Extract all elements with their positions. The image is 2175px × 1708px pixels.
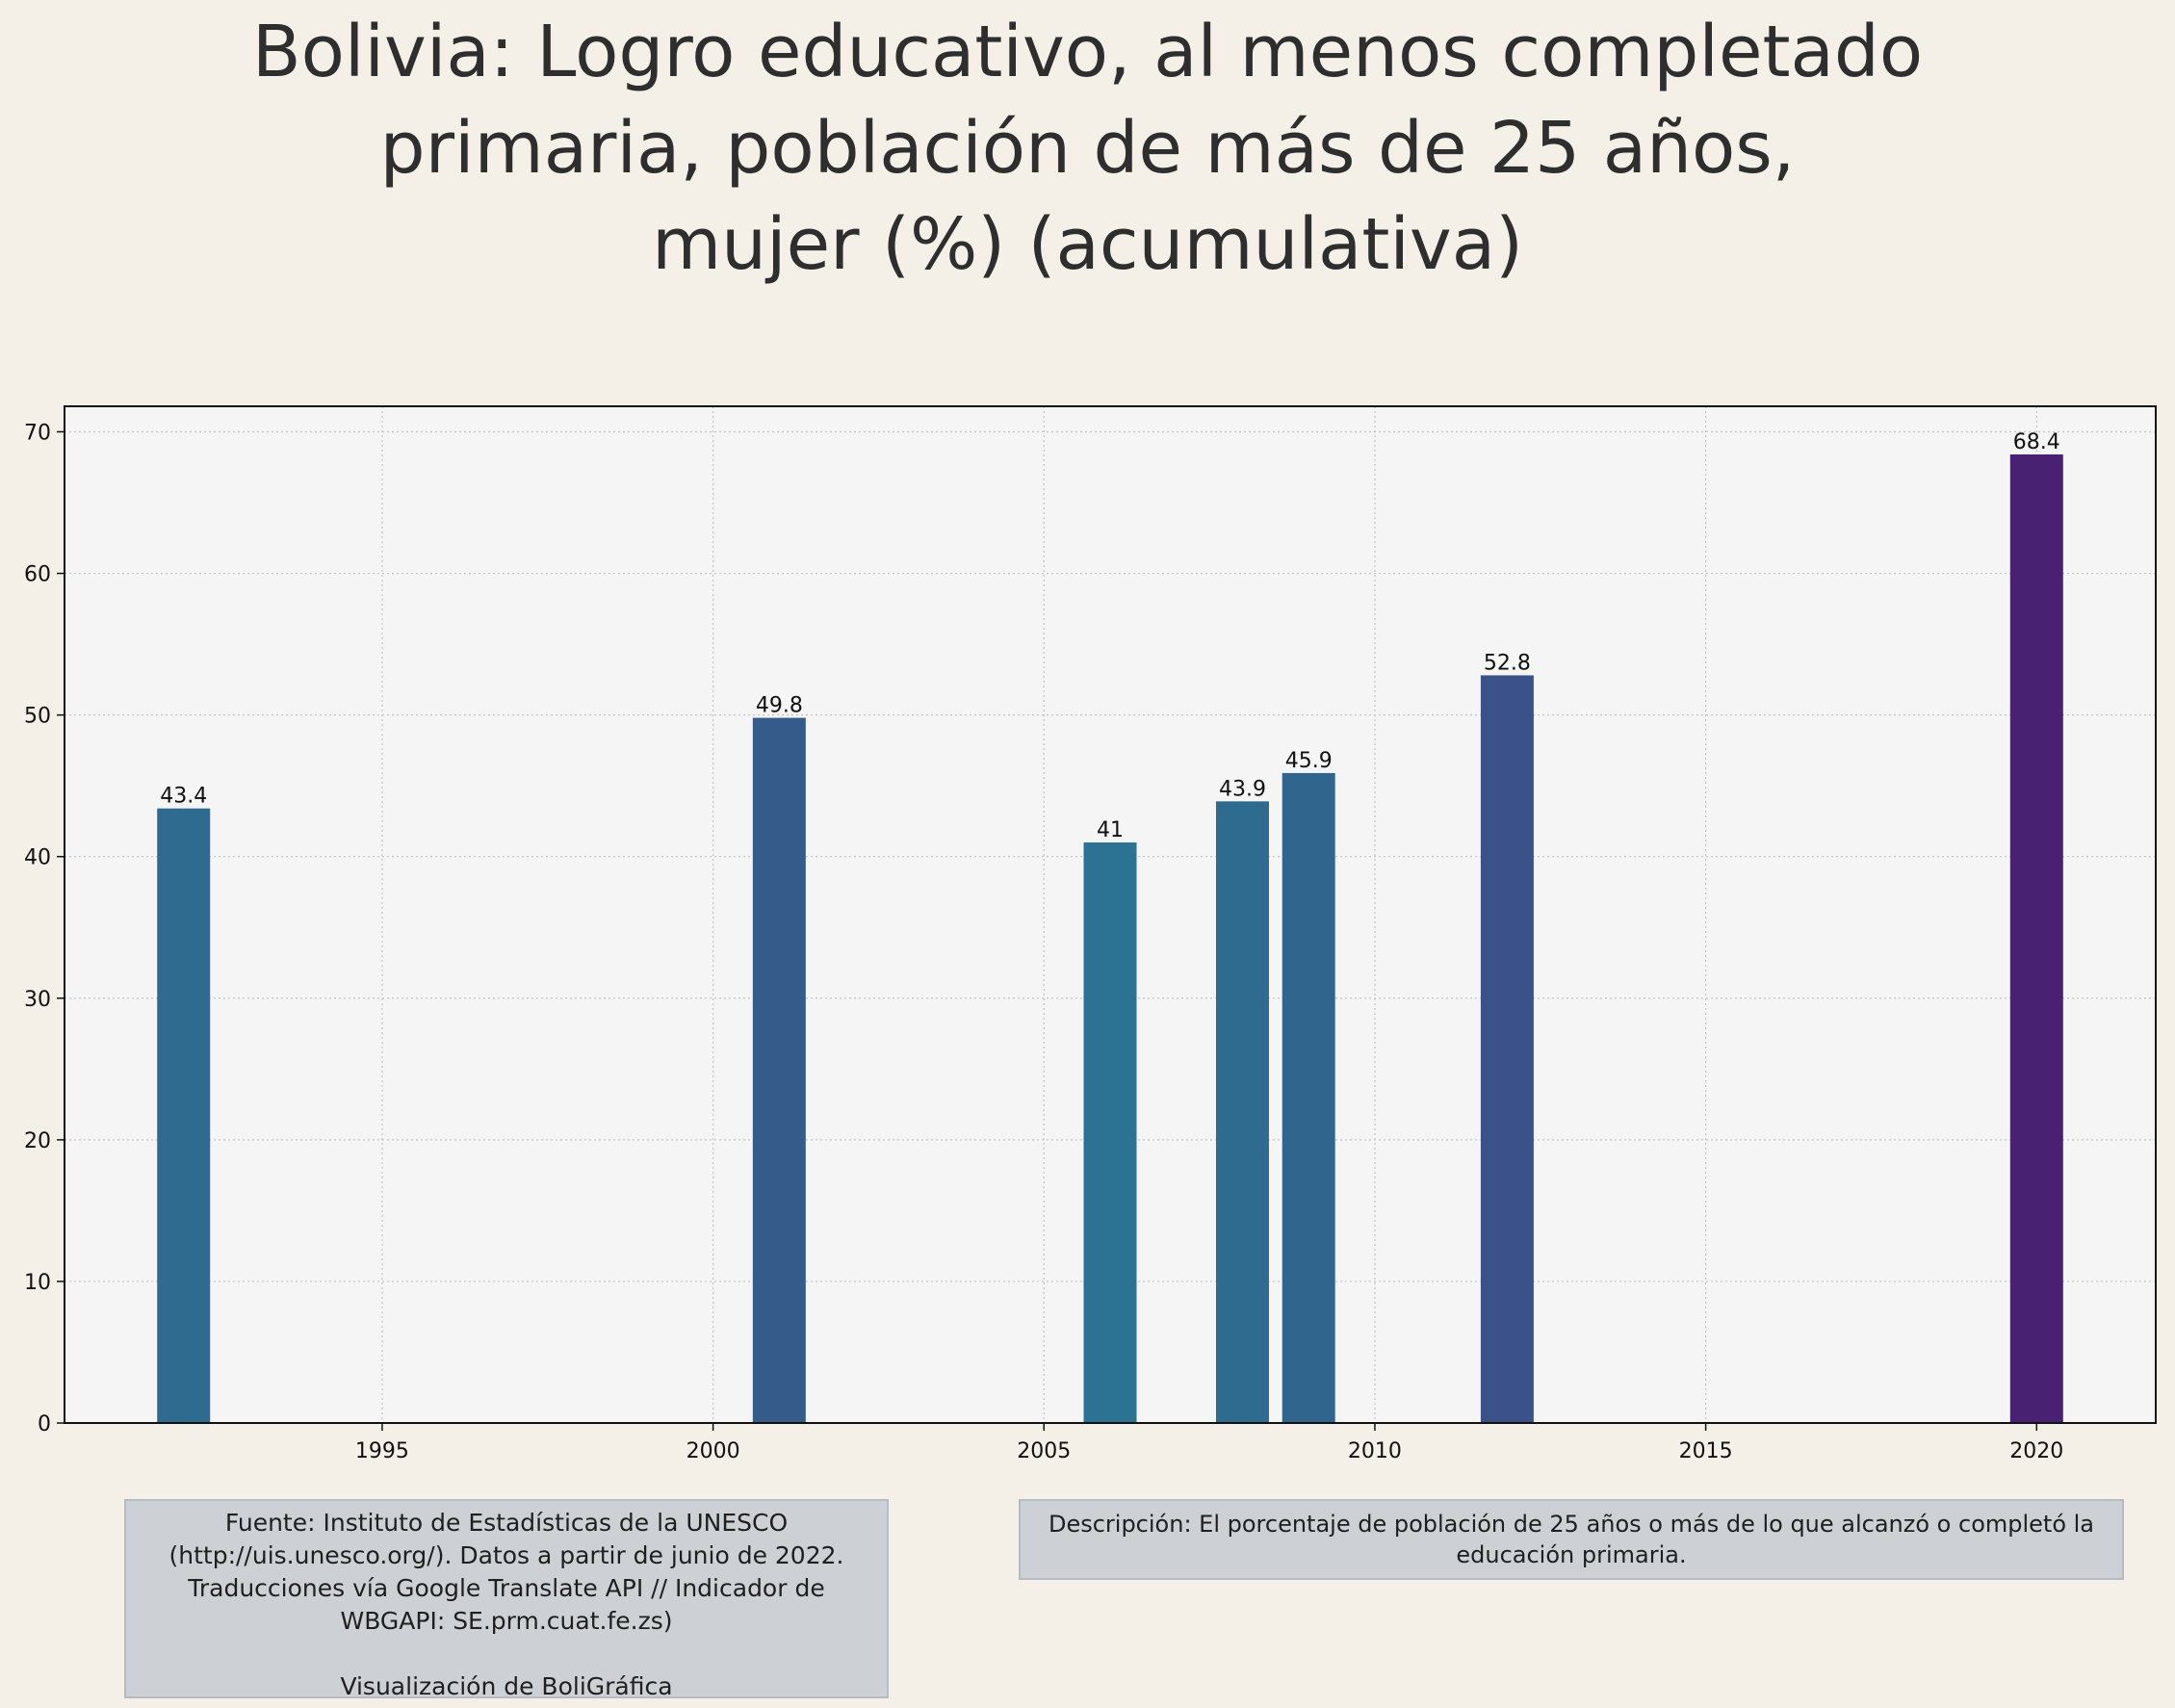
data-label-2006: 41 xyxy=(1097,818,1124,842)
source-line-4: WBGAPI: SE.prm.cuat.fe.zs) xyxy=(340,1607,673,1635)
bar-2008 xyxy=(1215,801,1269,1423)
chart-title: Bolivia: Logro educativo, al menos compl… xyxy=(0,0,2175,293)
x-tick-label: 2015 xyxy=(1679,1439,1733,1463)
title-line-2: primaria, población de más de 25 años, xyxy=(379,107,1796,190)
bar-2009 xyxy=(1282,772,1335,1423)
y-tick-label: 40 xyxy=(24,846,51,870)
y-tick-label: 30 xyxy=(24,988,51,1012)
title-line-3: mujer (%) (acumulativa) xyxy=(652,203,1523,286)
bar-2001 xyxy=(752,717,806,1423)
data-label-1992: 43.4 xyxy=(160,785,207,809)
title-line-1: Bolivia: Logro educativo, al menos compl… xyxy=(251,11,1924,93)
description-line-1: Descripción: El porcentaje de población … xyxy=(1048,1511,2095,1538)
data-label-2012: 52.8 xyxy=(1484,651,1531,675)
x-tick-label: 2010 xyxy=(1348,1439,1402,1463)
y-tick-label: 60 xyxy=(24,563,51,587)
source-line-1: Fuente: Instituto de Estadísticas de la … xyxy=(224,1509,789,1537)
plot-frame xyxy=(64,405,2157,1424)
y-tick-label: 0 xyxy=(38,1412,51,1436)
x-tick-label: 2000 xyxy=(686,1439,740,1463)
data-label-2001: 49.8 xyxy=(756,694,803,718)
x-tick-label: 2005 xyxy=(1017,1439,1071,1463)
source-box: Fuente: Instituto de Estadísticas de la … xyxy=(124,1499,889,1700)
bar-2012 xyxy=(1480,675,1534,1423)
credit-line: Visualización de BoliGráfica xyxy=(340,1672,673,1700)
y-tick-label: 50 xyxy=(24,705,51,729)
bar-2020 xyxy=(2009,454,2063,1423)
x-tick-label: 1995 xyxy=(355,1439,409,1463)
data-label-2020: 68.4 xyxy=(2013,430,2060,454)
bar-2006 xyxy=(1083,841,1137,1423)
description-box: Descripción: El porcentaje de población … xyxy=(1019,1499,2124,1580)
source-line-3: Traducciones vía Google Translate API //… xyxy=(188,1574,825,1602)
y-tick-label: 20 xyxy=(24,1129,51,1153)
bar-1992 xyxy=(157,808,211,1423)
source-line-2: (http://uis.unesco.org/). Datos a partir… xyxy=(168,1541,844,1569)
data-label-2009: 45.9 xyxy=(1285,749,1333,773)
y-tick-label: 10 xyxy=(24,1271,51,1295)
description-line-2: educación primaria. xyxy=(1456,1541,1687,1568)
data-label-2008: 43.9 xyxy=(1219,777,1266,801)
y-tick-label: 70 xyxy=(24,421,51,445)
x-tick-label: 2020 xyxy=(2009,1439,2063,1463)
